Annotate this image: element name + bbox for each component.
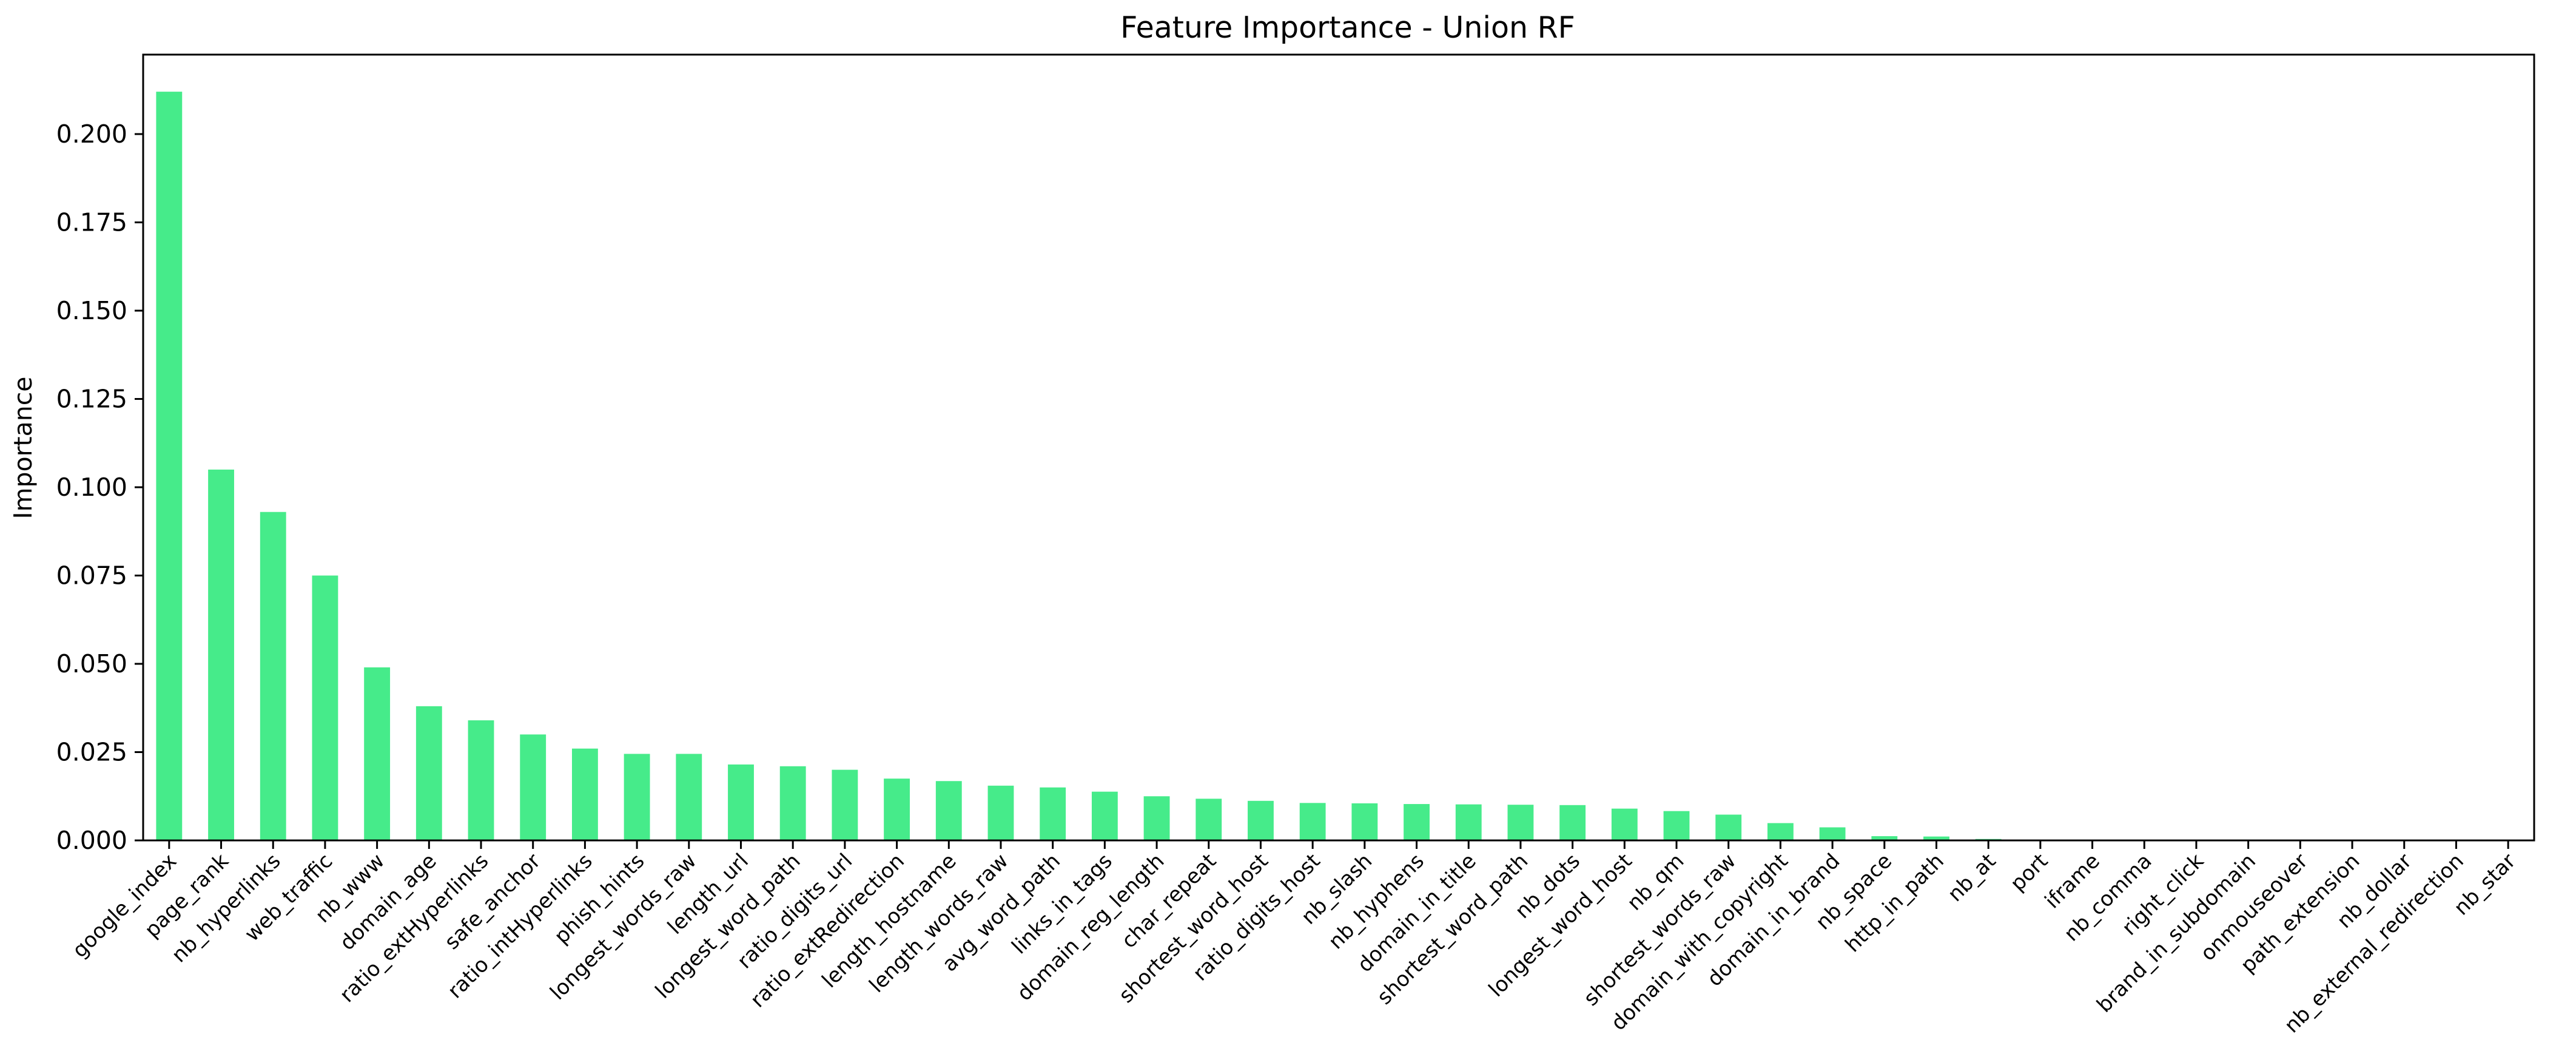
bar-shortest-word-host [1248, 801, 1274, 840]
bar-domain-in-brand [1820, 827, 1846, 840]
bar-char-repeat [1196, 799, 1222, 840]
bar-safe-anchor [520, 734, 546, 840]
bar-domain-reg-length [1144, 796, 1170, 840]
bar-ratio-extRedirection [884, 779, 910, 840]
y-axis-label: Importance [8, 377, 38, 519]
bar-ratio-extHyperlinks [468, 720, 494, 840]
bar-ratio-digits-url [832, 770, 858, 840]
y-tick-label: 0.075 [56, 561, 127, 590]
y-tick-label: 0.050 [56, 649, 127, 678]
bar-nb-hyperlinks [260, 512, 286, 840]
y-tick-label: 0.100 [56, 473, 127, 502]
bar-page-rank [208, 470, 234, 840]
bar-nb-qm [1664, 811, 1690, 840]
bar-domain-age [416, 706, 442, 840]
bar-length-hostname [936, 781, 962, 840]
bar-length-url [728, 765, 754, 840]
bar-ratio-digits-host [1300, 803, 1326, 840]
bar-links-in-tags [1092, 792, 1118, 840]
bar-ratio-intHyperlinks [572, 749, 598, 840]
bar-shortest-word-path [1508, 805, 1534, 840]
bar-domain-in-title [1456, 805, 1482, 840]
bar-domain-with-copyright [1767, 823, 1794, 840]
bar-avg-word-path [1040, 788, 1066, 840]
bar-length-words-raw [988, 786, 1014, 840]
bar-phish-hints [624, 754, 650, 840]
bar-web-traffic [312, 575, 338, 840]
bar-nb-dots [1559, 805, 1586, 840]
y-tick-label: 0.125 [56, 384, 127, 413]
bar-nb-www [364, 667, 390, 840]
bar-nb-slash [1351, 803, 1377, 840]
y-tick-label: 0.175 [56, 208, 127, 237]
y-tick-label: 0.000 [56, 826, 127, 855]
bar-google-index [156, 92, 182, 840]
bar-longest-word-path [780, 766, 806, 840]
y-tick-label: 0.200 [56, 120, 127, 149]
bar-shortest-words-raw [1715, 815, 1741, 840]
bar-nb-hyphens [1404, 804, 1430, 840]
bar-longest-words-raw [676, 754, 702, 840]
chart-title: Feature Importance - Union RF [1120, 10, 1575, 45]
bar-longest-word-host [1612, 809, 1638, 840]
y-tick-label: 0.150 [56, 296, 127, 325]
y-tick-label: 0.025 [56, 737, 127, 766]
